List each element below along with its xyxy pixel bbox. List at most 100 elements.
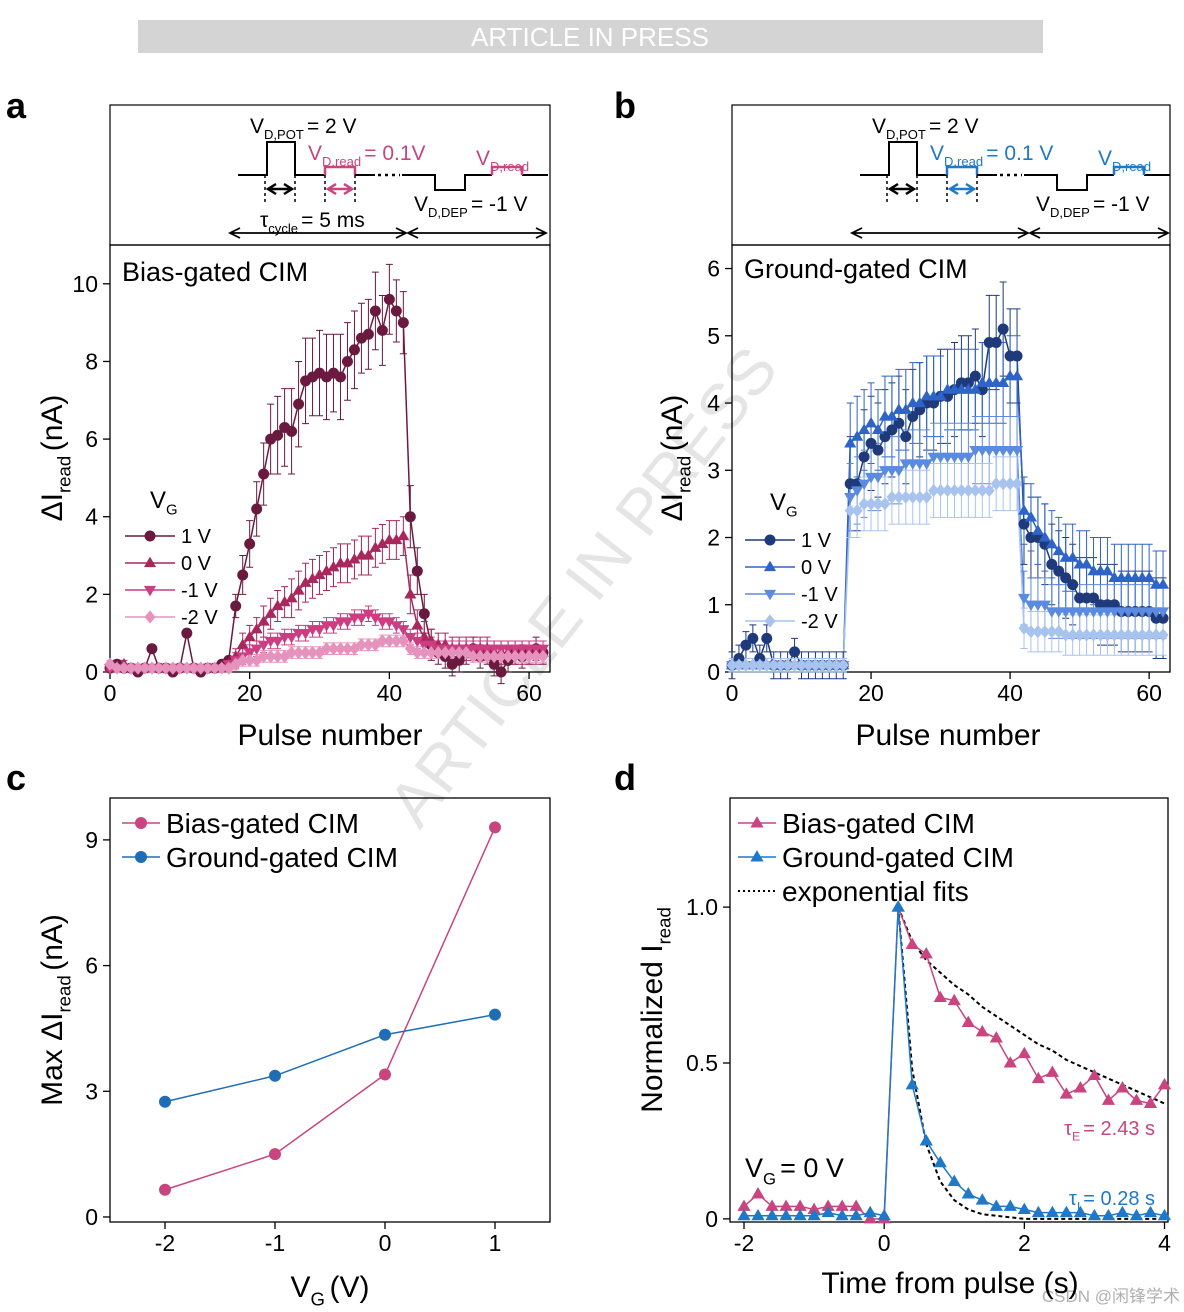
marker — [1003, 1199, 1017, 1211]
marker — [933, 1155, 947, 1168]
marker — [961, 1015, 975, 1027]
marker — [250, 644, 263, 656]
marker — [285, 591, 298, 603]
text-part: G — [763, 1170, 776, 1189]
text-part: D,read — [322, 154, 361, 169]
marker — [886, 424, 898, 436]
text-part: Ground-gated CIM — [744, 254, 968, 284]
marker — [488, 658, 500, 670]
marker — [237, 653, 249, 667]
y-axis-label: Normalized Iread — [636, 907, 674, 1113]
marker — [341, 355, 353, 367]
pulse — [355, 174, 548, 191]
marker — [961, 1187, 975, 1199]
y-axis-label: ΔIread (nA) — [36, 395, 74, 522]
marker — [816, 658, 828, 672]
marker — [823, 658, 835, 672]
marker — [334, 371, 346, 383]
fit-line — [897, 906, 1165, 1105]
text-part: D,DEP — [1050, 205, 1090, 220]
marker — [807, 1202, 821, 1215]
x-tick-label: 60 — [1136, 680, 1162, 706]
text-part: V — [414, 193, 428, 216]
marker — [383, 293, 395, 305]
marker — [768, 658, 780, 672]
marker — [765, 1199, 779, 1211]
marker — [439, 645, 451, 660]
y-tick-label: 0.5 — [686, 1050, 718, 1076]
marker — [865, 437, 877, 449]
marker — [851, 430, 864, 441]
marker — [851, 504, 863, 518]
marker — [397, 529, 410, 541]
marker — [495, 666, 507, 678]
marker — [509, 649, 521, 664]
x-tick-label: 0 — [379, 1230, 392, 1256]
marker — [793, 1199, 807, 1211]
marker — [997, 323, 1009, 335]
diagram-label: VD,read — [1098, 147, 1151, 174]
marker — [1143, 1205, 1158, 1218]
marker — [976, 483, 988, 498]
marker — [872, 444, 884, 456]
y-tick-label: 10 — [72, 271, 98, 297]
x-tick-label: 20 — [237, 680, 263, 706]
marker — [516, 649, 528, 664]
marker — [1039, 625, 1051, 639]
marker — [334, 642, 346, 656]
marker — [251, 653, 263, 667]
marker — [1024, 511, 1038, 522]
marker — [837, 658, 849, 672]
y-tick-label: 4 — [707, 390, 720, 416]
marker — [935, 483, 947, 498]
marker — [1011, 350, 1023, 362]
marker — [146, 661, 158, 675]
marker — [928, 483, 940, 498]
marker — [404, 588, 417, 599]
marker — [530, 649, 542, 664]
marker — [125, 661, 137, 675]
marker — [1087, 1068, 1102, 1080]
text-part: ΔI — [36, 493, 69, 521]
double-arrow — [265, 182, 295, 196]
marker — [237, 569, 249, 581]
series-line — [164, 1013, 496, 1103]
text-part: = 2.43 s — [1083, 1118, 1155, 1140]
marker — [1017, 504, 1031, 515]
marker — [1157, 1077, 1172, 1090]
marker — [390, 533, 403, 545]
diagram-label: VD,read — [476, 147, 529, 174]
cycle-arrow — [849, 227, 1031, 239]
header: ARTICLE IN PRESS — [471, 22, 709, 52]
marker — [1094, 628, 1106, 642]
text-part: Pulse number — [237, 719, 422, 752]
marker — [1017, 1046, 1031, 1059]
legend-marker — [135, 851, 147, 863]
marker — [139, 661, 151, 675]
text-part: V — [150, 487, 166, 514]
marker — [863, 1205, 877, 1218]
marker — [153, 661, 165, 675]
marker — [864, 416, 878, 428]
marker — [376, 324, 388, 336]
marker — [313, 625, 326, 636]
marker — [782, 658, 794, 672]
marker — [1060, 572, 1072, 584]
text-part: V — [770, 489, 786, 516]
text-part: V — [308, 142, 322, 165]
marker — [167, 661, 179, 675]
x-tick-label: 0 — [104, 680, 117, 706]
marker — [921, 490, 933, 504]
marker — [160, 661, 172, 675]
panel-letter: c — [6, 757, 26, 798]
marker — [209, 661, 221, 675]
x-tick-label: 20 — [858, 680, 884, 706]
marker — [1038, 531, 1051, 542]
y-tick-label: 8 — [85, 348, 98, 374]
marker — [1046, 625, 1058, 639]
cycle-arrow — [1027, 227, 1171, 239]
legend-label: Ground-gated CIM — [166, 842, 398, 873]
y-tick-label: 4 — [85, 504, 98, 530]
marker — [1143, 1096, 1158, 1109]
marker — [379, 1028, 391, 1041]
